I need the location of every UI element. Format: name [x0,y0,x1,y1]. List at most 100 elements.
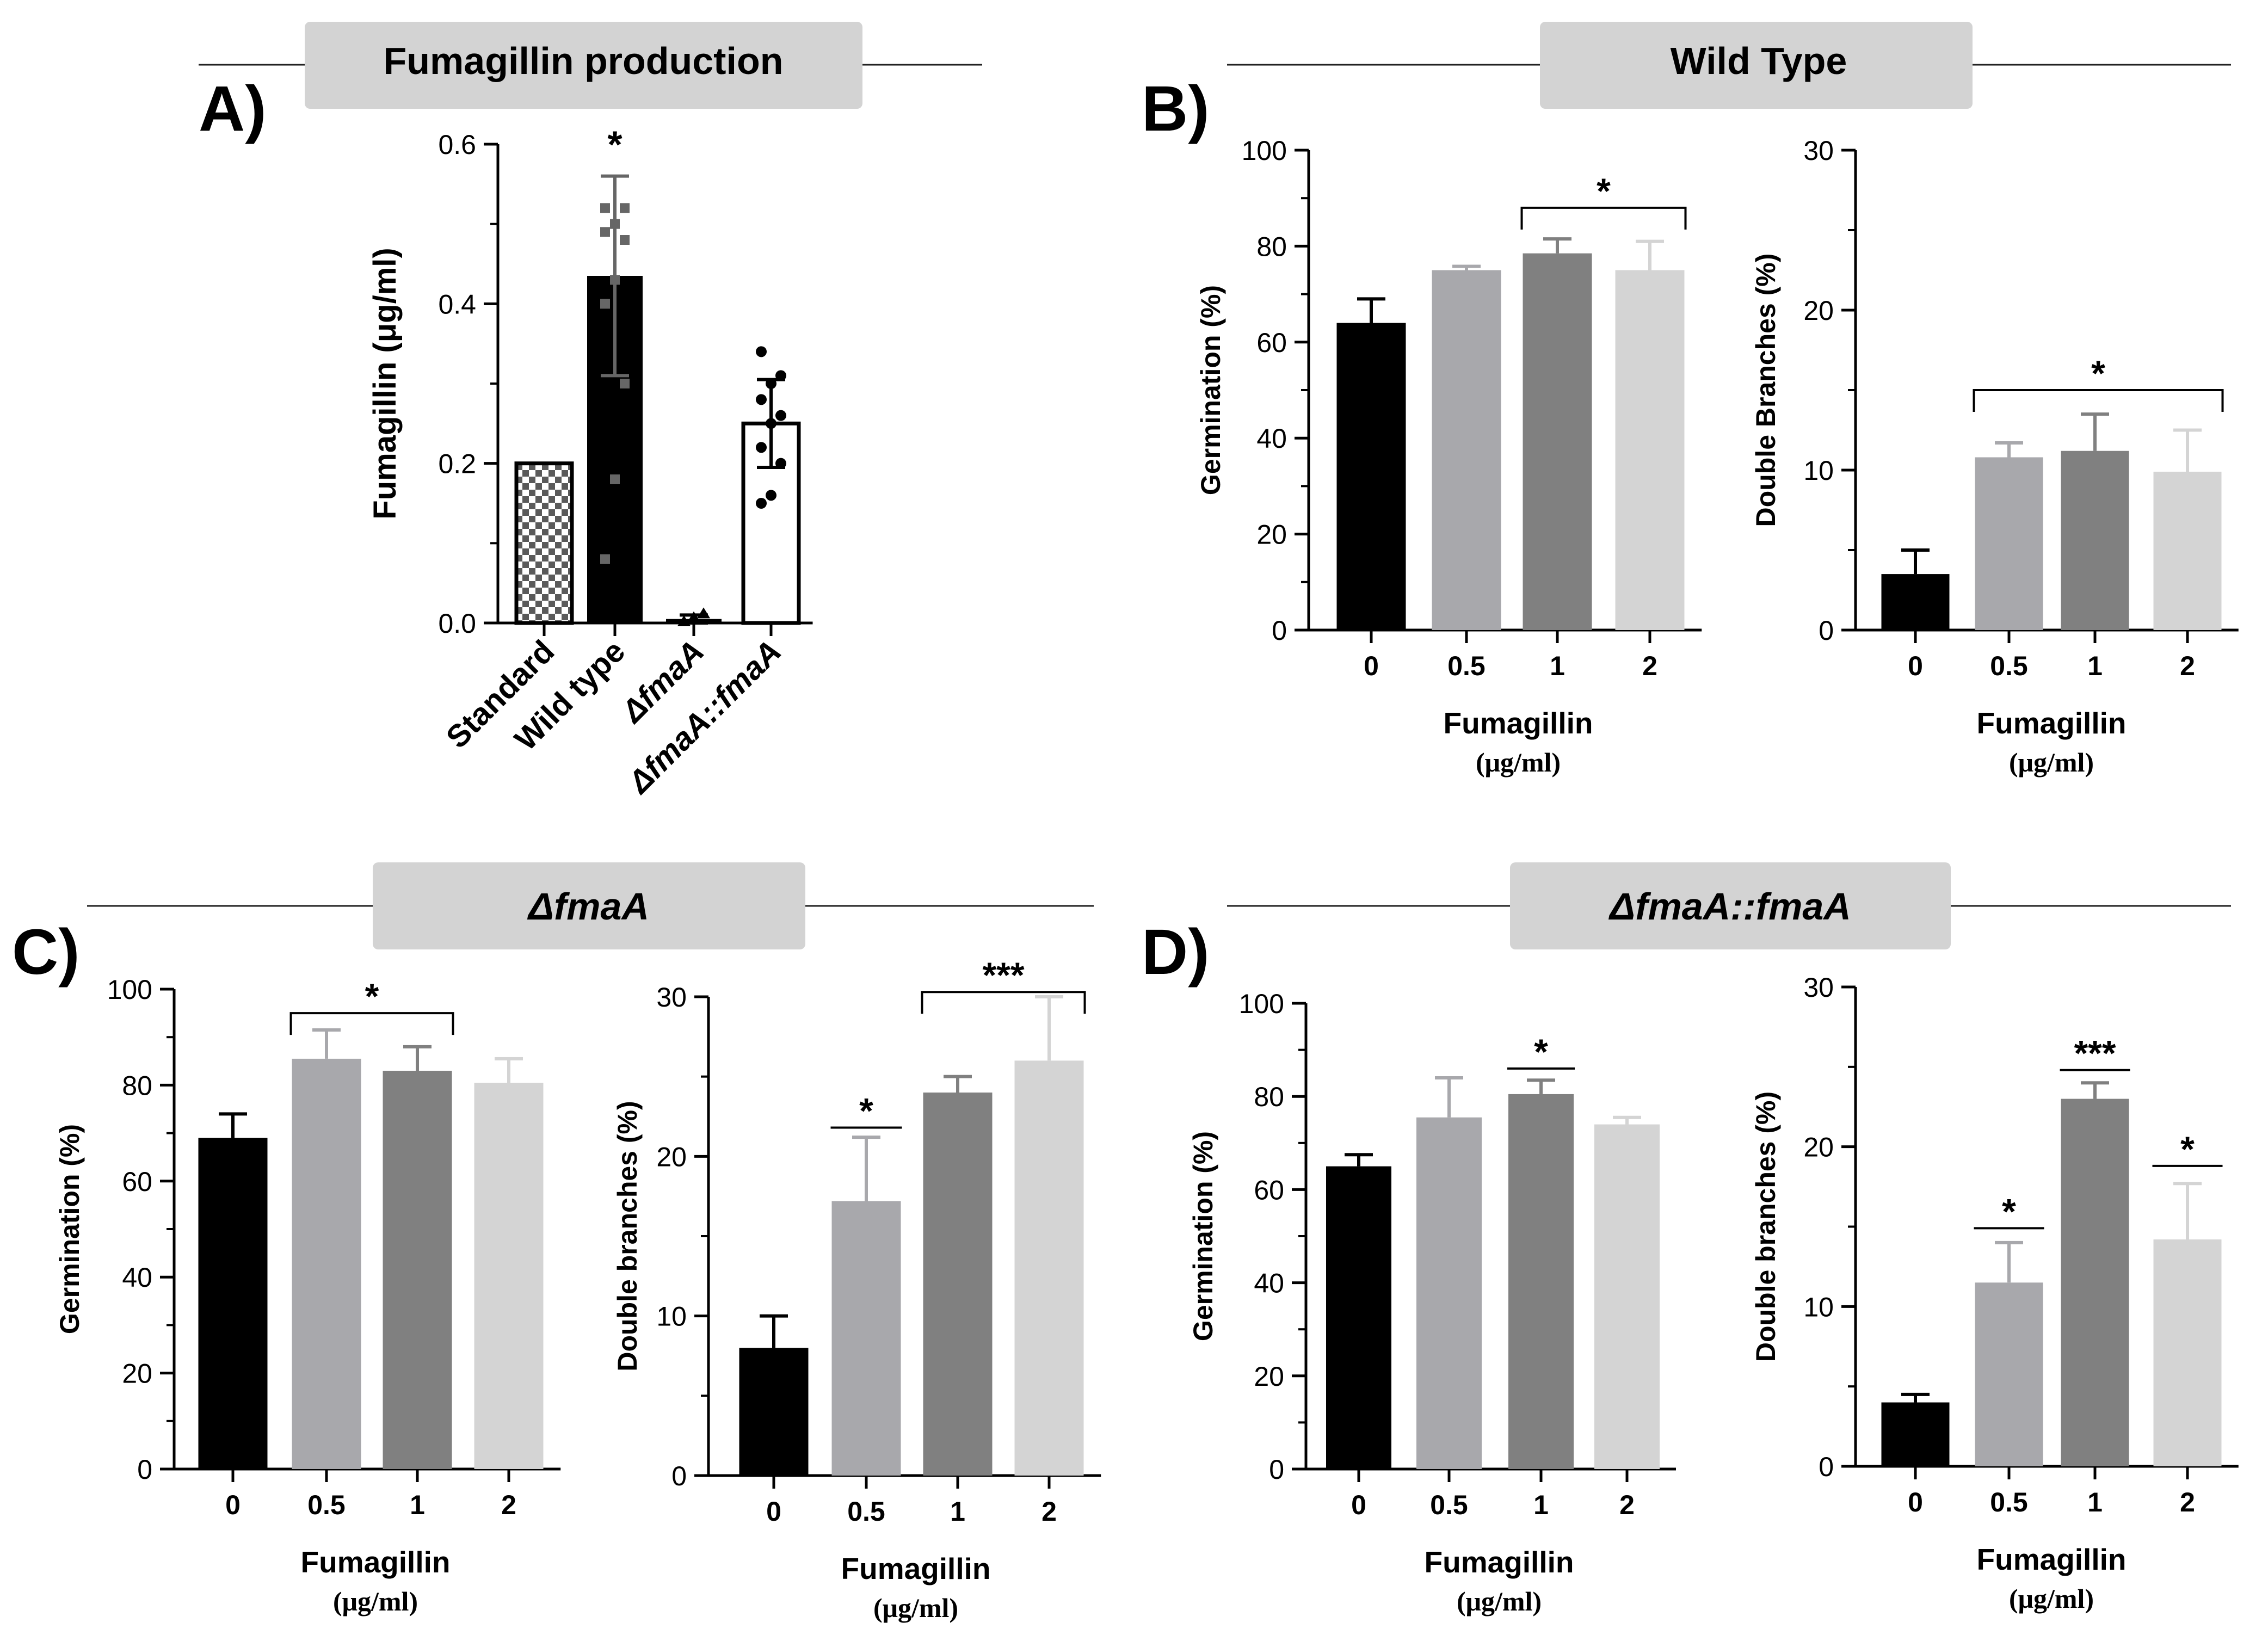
data-point-p0c0-1-5 [620,235,630,245]
x-category-label-p2c0-1: 0.5 [307,1490,346,1520]
bar-p0c0-0 [514,461,574,625]
data-point-p0c0-3-9 [756,346,767,357]
x-category-label-p2c0-0: 0 [225,1490,241,1520]
panel-b-header: Wild Type B) [1142,22,2231,145]
bar-p3c0-1 [1416,1117,1482,1469]
data-point-p0c0-1-8 [620,203,630,213]
x-axis-unit-p3c1: (μg/ml) [2009,1583,2094,1614]
x-category-label-p2c0-2: 1 [410,1490,425,1520]
y-tick-label-p2c0-5: 100 [107,974,152,1005]
data-point-p0c0-2-2 [697,607,710,619]
x-axis-unit-p1c0: (μg/ml) [1476,747,1561,778]
panel-b-title: Wild Type [1671,40,1847,82]
data-point-p0c0-3-8 [775,370,786,381]
y-tick-label-p3c0-5: 100 [1239,989,1284,1019]
panel-d-header: ΔfmaA::fmaA D) [1142,862,2231,988]
data-point-p0c0-1-2 [620,379,630,388]
data-point-p0c0-2-1 [687,611,700,622]
significance-p2c0-0-label: * [365,976,379,1016]
bar-p1c0-0 [1336,323,1406,630]
x-category-label-p2c1-0: 0 [766,1496,781,1527]
bar-p3c0-2 [1508,1094,1574,1469]
bar-p1c0-3 [1615,270,1685,630]
data-point-p0c0-1-1 [610,474,620,484]
x-category-label-p3c0-1: 0.5 [1430,1490,1468,1520]
x-category-label-p3c0-0: 0 [1351,1490,1366,1520]
y-tick-label-p2c1-3: 30 [656,982,687,1013]
y-axis-label-p0c0: Fumagillin (μg/ml) [367,248,403,519]
y-axis-label-p1c0: Germination (%) [1195,285,1226,495]
significance-p2c0-0-bracket [289,1012,454,1035]
bar-p2c0-1 [292,1058,361,1469]
y-tick-label-p0c0-2: 0.4 [438,289,476,319]
panel-c-header: ΔfmaA C) [12,862,1094,988]
y-tick-label-p3c1-2: 20 [1803,1132,1834,1163]
bar-p3c0-3 [1594,1124,1660,1469]
bar-p2c1-0 [739,1348,809,1476]
data-point-p0c0-3-5 [775,410,786,421]
y-tick-label-p1c0-3: 60 [1256,328,1287,358]
y-tick-label-p3c0-0: 0 [1269,1454,1284,1485]
y-tick-label-p3c1-1: 10 [1803,1292,1834,1322]
x-category-label-p3c0-2: 1 [1533,1490,1549,1520]
x-category-label-p3c1-3: 2 [2180,1487,2195,1517]
y-axis-label-p1c1: Double Branches (%) [1751,254,1781,527]
x-category-label-p2c1-3: 2 [1041,1496,1057,1527]
data-point-p0c0-3-0 [756,498,767,509]
significance-p2c1-0-label: * [859,1091,873,1131]
significance-p1c0-0-bracket [1520,206,1687,230]
bar-p1c0-1 [1432,270,1501,630]
y-tick-label-p2c0-3: 60 [122,1167,152,1197]
y-tick-label-p2c1-2: 20 [656,1141,687,1172]
significance-p1c0-0-label: * [1597,171,1611,211]
data-point-p0c0-3-4 [766,418,776,429]
bar-p3c0-0 [1326,1166,1391,1469]
x-category-label-p1c1-1: 0.5 [1990,651,2028,681]
panel-c-letter: C) [12,916,80,988]
bar-p3c1-3 [2153,1239,2222,1466]
data-point-p0c0-3-6 [756,394,767,405]
bar-p2c1-1 [831,1201,901,1476]
y-tick-label-p2c0-2: 40 [122,1262,152,1293]
y-tick-label-p1c0-2: 40 [1256,423,1287,454]
bar-p3c1-1 [1975,1282,2043,1466]
data-point-p0c0-3-1 [766,490,776,501]
y-tick-label-p1c0-5: 100 [1242,135,1287,166]
bar-p1c1-3 [2153,471,2222,630]
y-axis-label-p2c1: Double branches (%) [612,1101,643,1371]
y-tick-label-p0c0-0: 0.0 [438,608,476,639]
x-category-label-p3c0-3: 2 [1619,1490,1635,1520]
panel-a-title: Fumagillin production [384,40,784,82]
x-category-label-p2c1-2: 1 [950,1496,965,1527]
y-tick-label-p2c0-1: 20 [122,1359,152,1389]
data-point-p0c0-1-0 [600,554,610,564]
x-category-label-p1c1-3: 2 [2180,651,2195,681]
bar-p1c0-2 [1523,253,1592,630]
x-axis-label-p2c0: Fumagillin [301,1545,451,1579]
significance-p3c1-2-label: * [2180,1129,2195,1169]
x-axis-unit-p1c1: (μg/ml) [2009,747,2094,778]
significance-p1c1-0-label: * [2091,353,2105,393]
x-axis-label-p1c1: Fumagillin [1977,706,2127,740]
significance-p3c1-1-label: *** [2074,1033,2116,1073]
data-point-p0c0-3-3 [756,442,767,453]
significance-p3c0-0-label: * [1534,1032,1548,1072]
x-category-label-p1c0-0: 0 [1364,651,1379,681]
y-tick-label-p0c0-3: 0.6 [438,129,476,160]
x-category-label-p1c1-2: 1 [2087,651,2103,681]
y-tick-label-p1c1-3: 30 [1803,135,1834,166]
x-axis-label-p3c0: Fumagillin [1425,1545,1574,1579]
y-tick-label-p1c1-2: 20 [1803,295,1834,326]
x-axis-label-p3c1: Fumagillin [1977,1542,2127,1576]
y-axis-label-p3c1: Double branches (%) [1751,1091,1781,1362]
x-axis-label-p1c0: Fumagillin [1444,706,1593,740]
y-tick-label-p3c0-1: 20 [1254,1361,1284,1392]
x-category-label-p2c1-1: 0.5 [847,1496,885,1527]
y-tick-label-p1c1-1: 10 [1803,455,1834,486]
data-point-p0c0-3-2 [775,458,786,469]
panel-c-title: ΔfmaA [527,885,649,928]
y-tick-label-p1c0-1: 20 [1256,520,1287,550]
y-tick-label-p3c1-3: 30 [1803,972,1834,1003]
